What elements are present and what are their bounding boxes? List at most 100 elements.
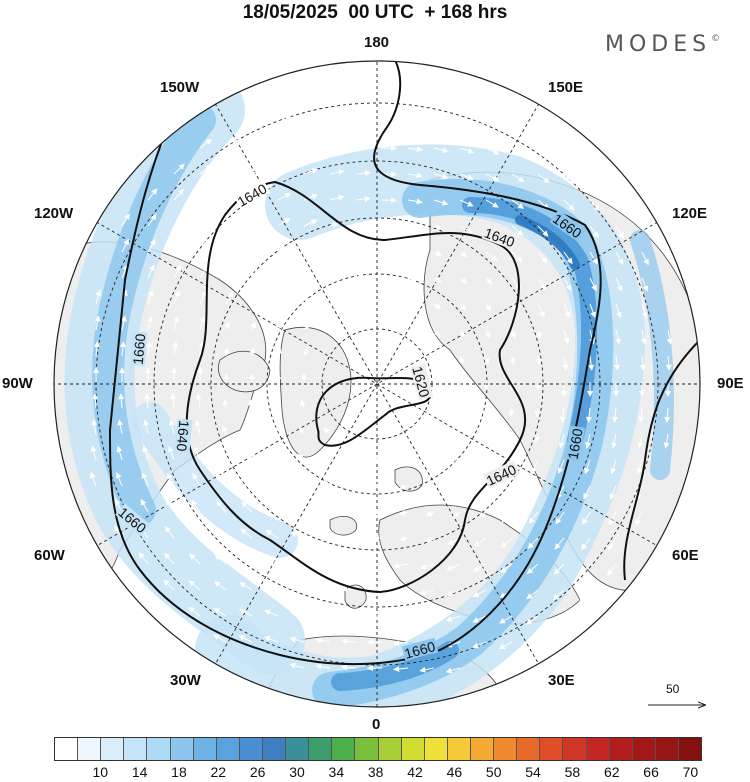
wind-arrow — [168, 445, 175, 461]
wind-arrow — [665, 355, 672, 371]
wind-arrow — [563, 329, 570, 345]
wind-arrow — [536, 329, 542, 339]
wind-arrow — [537, 225, 549, 237]
wind-arrow — [172, 341, 179, 357]
wind-arrow — [355, 300, 365, 307]
wind-arrow — [329, 324, 337, 331]
wind-arrow — [554, 537, 565, 550]
wind-arrow — [247, 452, 253, 461]
colorbar-label: 38 — [367, 764, 384, 780]
wind-arrow — [173, 214, 184, 227]
wind-arrow — [425, 536, 435, 542]
wind-arrow — [535, 355, 542, 365]
wind-arrow — [303, 168, 319, 175]
wind-arrow — [445, 615, 461, 622]
wind-arrow — [199, 139, 212, 149]
wind-arrow — [588, 355, 595, 371]
wind-arrow — [265, 529, 279, 539]
wind-arrow — [169, 393, 176, 409]
colorbar-cell — [424, 738, 448, 760]
wind-arrow — [143, 419, 150, 435]
wind-arrow — [526, 589, 539, 600]
wind-arrow — [484, 329, 491, 339]
lon-label-30e: 30E — [548, 672, 575, 689]
contour-label-1620: 1620 — [409, 365, 433, 399]
wind-arrow — [499, 563, 513, 574]
wind-arrow — [190, 526, 201, 539]
svalbard — [394, 466, 423, 492]
wind-arrow — [303, 90, 319, 97]
wind-arrow — [407, 302, 417, 308]
wind-arrow — [225, 190, 238, 201]
wind-arrow — [329, 91, 345, 98]
wind-arrow — [239, 582, 253, 591]
wind-arrow — [264, 609, 279, 617]
wind-arrow — [485, 303, 492, 312]
wind-arrow — [341, 559, 357, 566]
wind-arrow — [582, 511, 591, 525]
wind-arrow — [199, 214, 210, 227]
wind-arrow — [419, 563, 435, 570]
wind-arrow — [117, 419, 124, 435]
wind-arrow — [264, 556, 279, 565]
wind-arrow — [393, 614, 409, 621]
wind-arrow — [225, 265, 235, 279]
wind-arrow — [347, 456, 357, 463]
colorbar-cell — [632, 738, 656, 760]
wind-arrow — [459, 173, 474, 181]
wind-arrow — [315, 585, 331, 591]
wind-arrow — [164, 526, 175, 539]
contour-1660-east — [623, 339, 700, 581]
wind-arrow — [473, 563, 487, 572]
height-contours — [108, 61, 700, 666]
wind-arrow — [147, 239, 156, 253]
wind-arrow — [251, 115, 266, 123]
colorbar-cell — [470, 738, 495, 760]
wind-arrow — [251, 216, 264, 227]
wind-arrow — [303, 247, 312, 254]
wind-arrow — [246, 479, 253, 487]
wind-arrow — [563, 173, 576, 184]
colorbar-cell — [494, 738, 518, 760]
jet-atlantic — [132, 402, 298, 558]
colorbar-cell — [586, 738, 610, 760]
reference-vector-value: 50 — [666, 682, 680, 696]
wind-arrow — [322, 455, 331, 461]
wind-arrow — [583, 485, 591, 500]
lon-label-120w: 120W — [34, 205, 74, 222]
wind-arrow — [251, 241, 263, 253]
wind-arrow — [199, 290, 207, 305]
wind-arrow — [663, 433, 670, 449]
wind-arrow — [452, 511, 461, 517]
colorbar — [54, 737, 702, 761]
wind-arrow — [144, 393, 151, 409]
wind-arrow — [614, 355, 621, 371]
wind-arrow — [407, 275, 417, 282]
wind-arrow — [90, 445, 97, 461]
wind-arrow — [419, 615, 435, 622]
wind-arrow — [250, 321, 256, 331]
wind-arrow — [399, 483, 409, 490]
wind-arrow — [116, 445, 123, 461]
wind-arrow — [615, 329, 621, 345]
wind-arrow — [419, 589, 435, 596]
wind-arrow — [119, 341, 126, 357]
wind-arrow — [140, 498, 149, 513]
wind-arrow — [472, 641, 487, 649]
wind-arrow — [315, 558, 331, 565]
wind-arrow — [173, 315, 180, 331]
wind-arrow — [188, 606, 201, 617]
wind-arrow — [297, 453, 305, 461]
wind-arrow — [473, 537, 487, 547]
wind-arrow — [217, 473, 227, 487]
colorbar-cell — [309, 738, 333, 760]
wind-arrow — [511, 173, 525, 183]
wind-arrow — [194, 419, 201, 435]
wind-arrow — [446, 589, 461, 597]
colorbar-label: 66 — [643, 764, 659, 780]
map-title: 18/05/2025 00 UTC + 168 hrs — [242, 2, 508, 23]
wind-arrow — [589, 173, 601, 185]
wind-arrow — [251, 271, 258, 279]
wind-arrow — [433, 120, 449, 127]
colorbar-cell — [401, 738, 425, 760]
